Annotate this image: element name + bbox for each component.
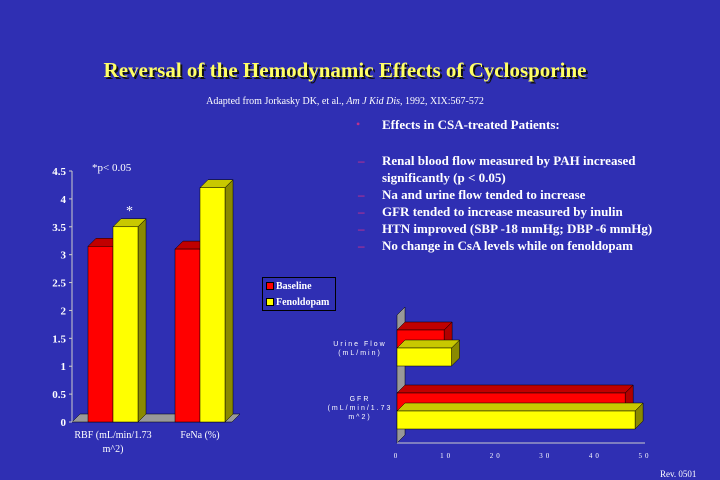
dash-icon: – [358,153,365,168]
y-category-label: Urine Flow [333,341,386,348]
revision-label: Rev. 0501 [660,469,697,479]
chart-legend: Baseline Fenoldopam [262,277,336,311]
x-category-label-line2: m^2) [103,444,124,455]
dash-icon: – [358,187,365,202]
bullet-item: – HTN improved (SBP -18 mmHg; DBP -6 mmHg… [358,220,662,237]
citation-suffix: , 1992, XIX:567-572 [399,96,484,107]
y-tick-label: 3 [61,250,67,262]
bar-fenoldopam [199,187,226,423]
bar-top [396,321,453,331]
legend-swatch [266,298,274,306]
bar-top [396,339,461,349]
bullet-text: No change in CsA levels while on fenoldo… [382,238,633,253]
bullet-item: – Na and urine flow tended to increase [358,186,662,203]
dash-icon: – [358,204,365,219]
legend-item-fenoldopam: Fenoldopam [263,294,335,310]
bar-baseline [87,246,114,423]
y-tick-label: 0 [61,417,67,429]
y-tick-label: 0.5 [52,389,66,401]
x-tick-label: 50 [639,452,652,460]
bar-side [224,179,234,423]
x-tick-label: 20 [490,452,503,460]
bar-top [396,384,634,394]
dash-icon: – [358,221,365,236]
legend-item-baseline: Baseline [263,278,335,294]
y-tick-label: 3.5 [52,222,66,234]
dash-icon: – [358,238,365,253]
bullet-list: – Renal blood flow measured by PAH increa… [358,152,662,254]
bar-fenoldopam [112,226,139,423]
y-category-label: (mL/min) [338,350,382,357]
significance-note: *p< 0.05 [92,162,132,174]
bullet-item: – No change in CsA levels while on fenold… [358,237,662,254]
y-category-label: GFR [350,396,371,403]
y-category-label: (mL/min/1.73 [328,405,393,412]
bullet-text: HTN improved (SBP -18 mmHg; DBP -6 mmHg) [382,221,653,236]
y-tick-label: 1.5 [52,333,66,345]
bullet-icon: • [356,117,361,131]
y-tick-label: 4.5 [52,166,66,178]
bullet-text: Na and urine flow tended to increase [382,187,586,202]
x-category-label: RBF (mL/min/1.73 [74,430,151,441]
bar-side [137,218,147,423]
bullet-text: GFR tended to increase measured by inuli… [382,204,623,219]
y-tick-label: 4 [61,194,67,206]
bar-top [396,402,644,412]
y-category-label: m^2) [348,414,371,421]
y-tick-label: 2 [61,305,67,317]
bullet-item: – Renal blood flow measured by PAH increa… [358,152,662,186]
slide-title: Reversal of the Hemodynamic Effects of C… [103,58,587,82]
bullet-text: Renal blood flow measured by PAH increas… [382,153,636,185]
bar-fenoldopam [396,347,452,367]
legend-label: Fenoldopam [276,296,330,308]
bullet-heading: Effects in CSA-treated Patients: [382,117,560,132]
y-tick-label: 1 [61,361,67,373]
legend-label: Baseline [276,280,312,292]
bar-baseline [174,248,201,423]
bar-fenoldopam [396,410,636,430]
significance-marker: * [126,204,133,219]
legend-swatch [266,282,274,290]
bullet-item: – GFR tended to increase measured by inul… [358,203,662,220]
citation: Adapted from Jorkasky DK, et al., Am J K… [0,96,690,107]
citation-prefix: Adapted from Jorkasky DK, et al., [206,96,347,107]
citation-journal: Am J Kid Dis [346,96,400,107]
y-tick-label: 2.5 [52,278,66,290]
x-category-label: FeNa (%) [180,430,219,441]
x-tick-label: 30 [539,452,552,460]
x-tick-label: 0 [394,452,401,460]
x-tick-label: 10 [440,452,453,460]
x-tick-label: 40 [589,452,602,460]
